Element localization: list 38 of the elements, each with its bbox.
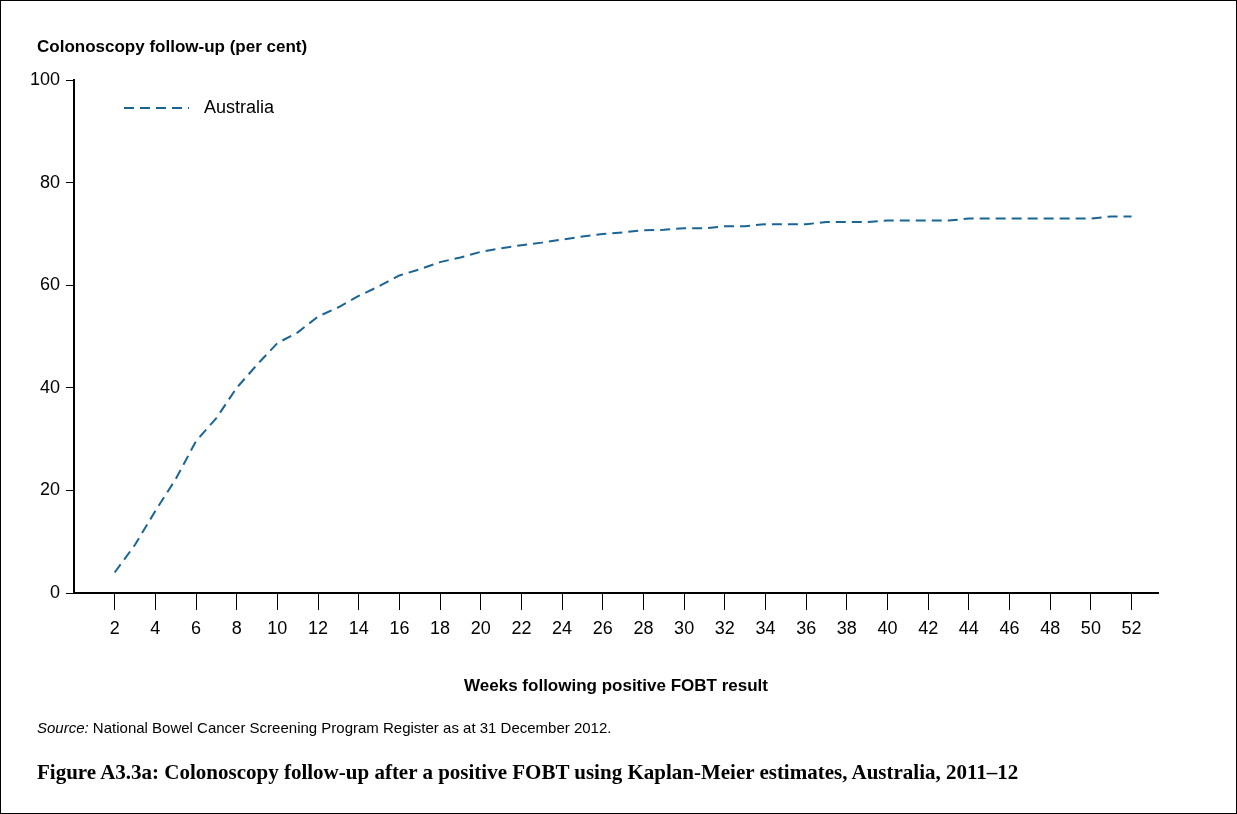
y-tick-label: 100	[29, 68, 60, 89]
line-series	[113, 215, 1133, 574]
x-tick-label: 40	[877, 617, 898, 638]
x-tick-label: 26	[592, 617, 613, 638]
x-axis-title: Weeks following positive FOBT result	[464, 676, 769, 696]
x-tick-label: 12	[308, 617, 329, 638]
x-tick-label: 32	[714, 617, 735, 638]
y-tick-label: 20	[39, 479, 60, 500]
y-tick-label: 0	[49, 581, 60, 602]
x-tick-label: 24	[552, 617, 573, 638]
x-tick-label: 50	[1080, 617, 1101, 638]
legend-label: Australia	[204, 96, 276, 117]
x-tick-label: 42	[918, 617, 939, 638]
x-tick-label: 48	[1040, 617, 1061, 638]
x-tick-label: 30	[674, 617, 695, 638]
x-tick-label: 10	[267, 617, 288, 638]
text: Figure A3.3a: Colonoscopy follow-up after a positive FOBT using Kaplan-Meier estimates, Australia, 2011–12	[37, 759, 1020, 785]
x-tick-label: 16	[389, 617, 410, 638]
y-axis-title: Colonoscopy follow-up (per cent)	[37, 37, 308, 57]
x-tick-label: 18	[430, 617, 451, 638]
x-tick-label: 6	[191, 617, 202, 638]
x-tick-label: 4	[150, 617, 161, 638]
x-tick-label: 22	[511, 617, 532, 638]
y-tick-label: 40	[39, 376, 60, 397]
y-tick-label: 60	[39, 274, 60, 295]
x-tick-label: 28	[633, 617, 654, 638]
x-tick-label: 44	[958, 617, 979, 638]
y-tick-label: 80	[39, 171, 60, 192]
x-tick-label: 36	[796, 617, 817, 638]
x-tick-label: 14	[348, 617, 369, 638]
x-tick-label: 46	[999, 617, 1020, 638]
x-tick-label: 20	[470, 617, 491, 638]
x-tick-label: 8	[231, 617, 242, 638]
x-tick-label: 52	[1121, 617, 1142, 638]
x-tick-label: 38	[836, 617, 857, 638]
x-tick-label: 34	[755, 617, 776, 638]
x-tick-label: 2	[109, 617, 120, 638]
source-note: Source: National Bowel Cancer Screening Program Register as at 31 December 2012.	[37, 719, 612, 736]
